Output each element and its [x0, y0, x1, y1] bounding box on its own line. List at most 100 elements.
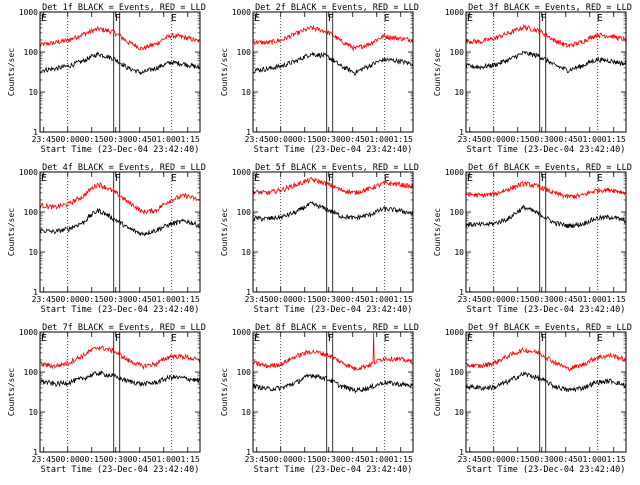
x-axis-label: Start Time (23-Dec-04 23:42:40) [467, 465, 626, 475]
f-marker-box [326, 171, 334, 293]
plot-frame [39, 171, 201, 293]
panel-title: Det 9f BLACK = Events, RED = LLD [468, 323, 632, 333]
x-tick-label: 23:45 [458, 295, 482, 304]
x-tick-label: 00:00 [482, 295, 506, 304]
marker-label-F: F [541, 333, 547, 344]
y-tick-label: 1 [33, 288, 38, 297]
x-tick-label: 00:30 [530, 455, 554, 464]
x-tick-label: 00:45 [554, 455, 578, 464]
y-axis-label: Counts/sec [433, 48, 442, 96]
y-tick-label: 10 [454, 88, 464, 97]
x-tick-label: 00:00 [269, 455, 293, 464]
x-tick-label: 00:15 [293, 295, 317, 304]
x-tick-label: 00:15 [80, 295, 104, 304]
y-tick-label: 1 [33, 448, 38, 457]
y-tick-label: 1000 [445, 168, 464, 177]
y-tick-label: 1 [246, 128, 251, 137]
lld-series-line [39, 345, 201, 370]
marker-label-E: E [384, 333, 390, 344]
panel-title: Det 7f BLACK = Events, RED = LLD [42, 323, 206, 333]
marker-label-F: F [115, 333, 121, 344]
panel-title: Det 4f BLACK = Events, RED = LLD [42, 163, 206, 173]
y-tick-label: 10 [28, 88, 38, 97]
marker-label-E: E [41, 333, 47, 344]
events-series-line [252, 51, 414, 76]
x-tick-label: 00:30 [530, 135, 554, 144]
y-tick-label: 100 [450, 368, 465, 377]
marker-label-E: E [467, 333, 473, 344]
x-tick-label: 00:45 [128, 295, 152, 304]
x-axis-label: Start Time (23-Dec-04 23:42:40) [41, 465, 200, 475]
marker-label-E: E [171, 13, 177, 24]
y-tick-label: 1 [246, 448, 251, 457]
y-tick-label: 100 [450, 208, 465, 217]
x-tick-label: 01:15 [389, 455, 413, 464]
f-marker-box [113, 171, 121, 293]
x-tick-label: 00:45 [341, 135, 365, 144]
x-tick-label: 01:15 [602, 135, 626, 144]
x-tick-label: 00:15 [293, 455, 317, 464]
marker-label-E: E [384, 13, 390, 24]
x-tick-label: 23:45 [32, 455, 56, 464]
lld-series-line [465, 23, 627, 49]
y-tick-label: 1000 [232, 328, 251, 337]
y-tick-label: 10 [241, 408, 251, 417]
marker-label-E: E [384, 173, 390, 184]
marker-label-F: F [328, 173, 334, 184]
events-series-line [465, 204, 627, 229]
marker-label-F: F [328, 13, 334, 24]
events-series-line [39, 51, 201, 76]
lld-series-line [252, 332, 414, 371]
marker-label-F: F [541, 173, 547, 184]
x-tick-label: 01:00 [152, 455, 176, 464]
x-tick-label: 01:15 [389, 135, 413, 144]
x-tick-label: 01:00 [578, 135, 602, 144]
marker-label-E: E [467, 173, 473, 184]
marker-label-E: E [41, 173, 47, 184]
x-tick-label: 00:45 [341, 295, 365, 304]
y-tick-label: 100 [24, 208, 39, 217]
marker-label-E: E [597, 333, 603, 344]
y-axis-label: Counts/sec [7, 48, 16, 96]
panel-title: Det 5f BLACK = Events, RED = LLD [255, 163, 419, 173]
marker-label-E: E [467, 13, 473, 24]
y-tick-label: 10 [241, 88, 251, 97]
y-tick-label: 100 [24, 48, 39, 57]
y-axis-label: Counts/sec [433, 368, 442, 416]
x-tick-label: 23:45 [32, 135, 56, 144]
lld-series-line [465, 347, 627, 372]
x-tick-label: 00:45 [128, 135, 152, 144]
x-tick-label: 00:15 [293, 135, 317, 144]
x-tick-label: 01:15 [389, 295, 413, 304]
panel-title: Det 1f BLACK = Events, RED = LLD [42, 3, 206, 13]
y-tick-label: 1000 [232, 8, 251, 17]
y-tick-label: 1 [33, 128, 38, 137]
x-tick-label: 00:00 [482, 135, 506, 144]
y-tick-label: 100 [237, 368, 252, 377]
y-tick-label: 100 [237, 48, 252, 57]
marker-label-F: F [328, 333, 334, 344]
marker-label-E: E [254, 13, 260, 24]
events-series-line [252, 201, 414, 222]
x-tick-label: 23:45 [245, 295, 269, 304]
x-axis-label: Start Time (23-Dec-04 23:42:40) [254, 145, 413, 155]
x-tick-label: 00:15 [80, 455, 104, 464]
x-tick-label: 01:15 [176, 135, 200, 144]
y-tick-label: 1000 [19, 168, 38, 177]
marker-label-F: F [115, 173, 121, 184]
x-tick-label: 00:15 [506, 455, 530, 464]
y-axis-label: Counts/sec [433, 208, 442, 256]
y-axis-label: Counts/sec [220, 368, 229, 416]
f-marker-box [113, 11, 121, 133]
f-marker-box [326, 331, 334, 453]
x-tick-label: 01:00 [152, 295, 176, 304]
x-tick-label: 00:00 [269, 135, 293, 144]
y-tick-label: 100 [237, 208, 252, 217]
x-tick-label: 00:15 [506, 295, 530, 304]
